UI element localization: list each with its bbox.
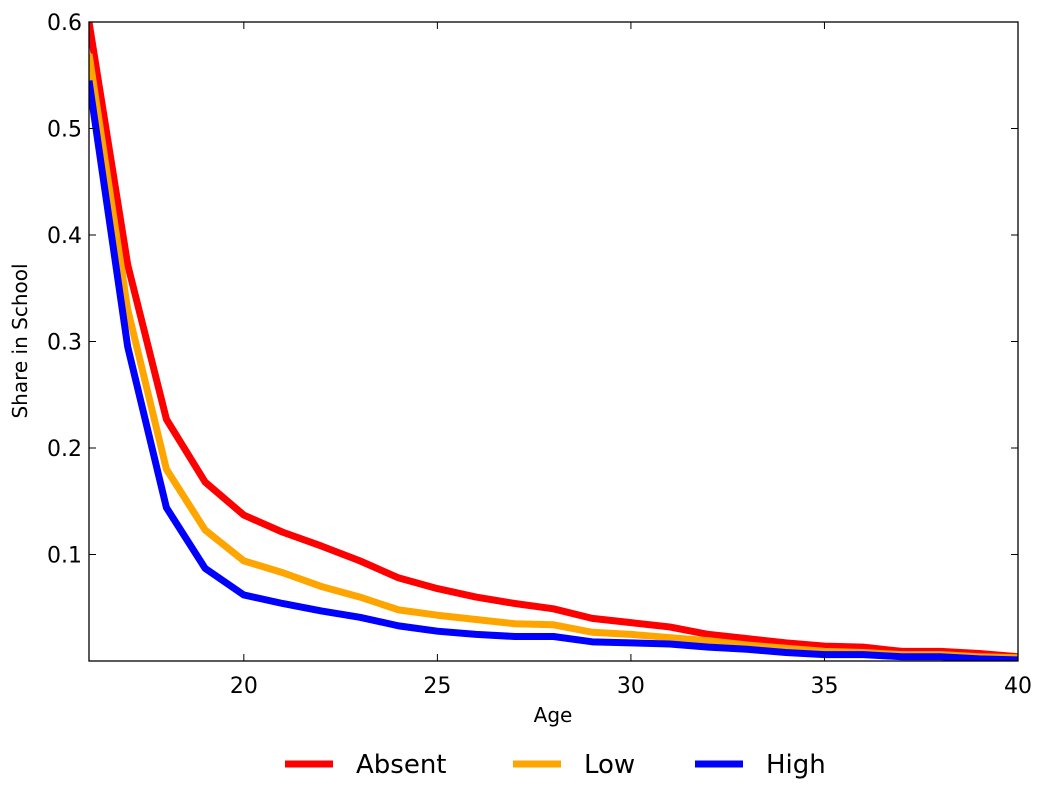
series-lines (89, 21, 1018, 661)
x-tick-label: 25 (423, 674, 451, 699)
legend-label-high: High (766, 750, 826, 780)
series-line-high (89, 80, 1018, 661)
plot-frame (88, 21, 1019, 662)
x-tick-label: 20 (230, 674, 258, 699)
y-tick-label: 0.2 (47, 437, 82, 462)
legend: Absent Low High (285, 750, 826, 780)
y-tick-label: 0.5 (47, 118, 82, 143)
x-tick-label: 35 (810, 674, 838, 699)
y-tick-label: 0.1 (47, 544, 82, 569)
series-line-absent (89, 21, 1018, 661)
y-tick-label: 0.6 (47, 11, 82, 36)
x-axis-title: Age (534, 703, 573, 727)
y-tick-label: 0.3 (47, 331, 82, 356)
y-axis-title: Share in School (8, 263, 32, 418)
legend-label-low: Low (584, 750, 635, 780)
series-line-low (89, 53, 1018, 661)
x-tick-label: 30 (617, 674, 645, 699)
x-axis-ticks: 20 25 30 35 40 (230, 22, 1032, 699)
x-tick-label: 40 (1004, 674, 1032, 699)
y-tick-label: 0.4 (47, 224, 82, 249)
y-axis-ticks: 0.1 0.2 0.3 0.4 0.5 0.6 (47, 11, 1018, 569)
legend-label-absent: Absent (356, 750, 447, 780)
